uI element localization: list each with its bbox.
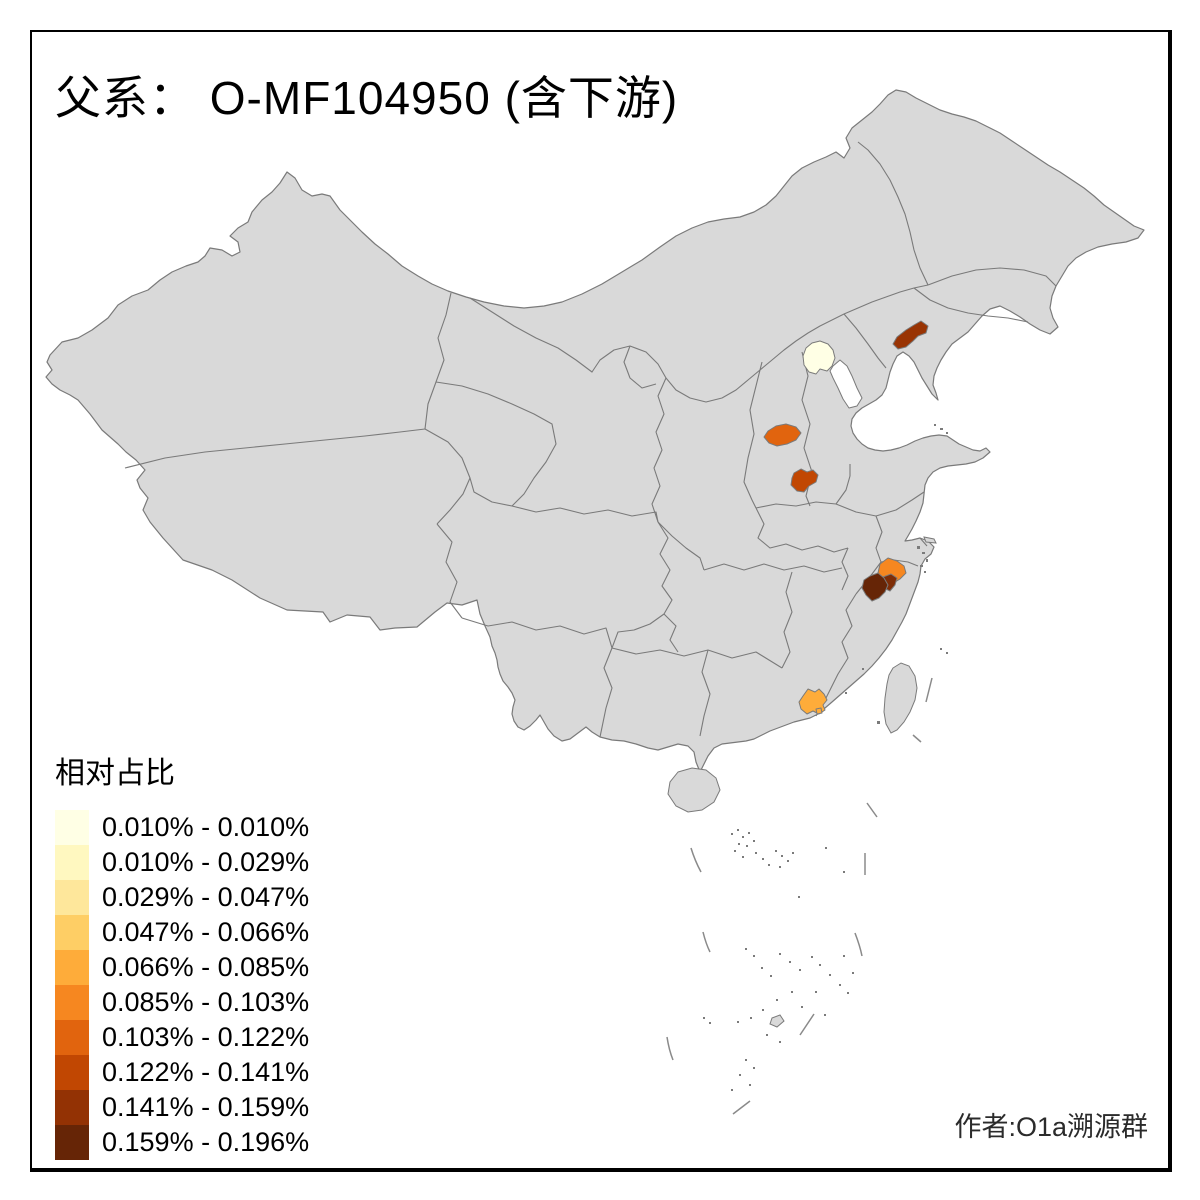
legend-swatch	[55, 1090, 89, 1125]
legend: 相对占比 0.010% - 0.010% 0.010% - 0.029% 0.0…	[55, 748, 309, 1160]
legend-row: 0.047% - 0.066%	[55, 915, 309, 950]
legend-row: 0.010% - 0.010%	[55, 810, 309, 845]
taiwan-island	[883, 662, 918, 734]
legend-row: 0.159% - 0.196%	[55, 1125, 309, 1160]
highlight-region-beijing	[802, 340, 836, 375]
legend-row: 0.066% - 0.085%	[55, 950, 309, 985]
island-dots	[703, 424, 948, 1091]
legend-swatch	[55, 950, 89, 985]
legend-swatch	[55, 985, 89, 1020]
attribution: 作者:O1a溯源群	[954, 1112, 1148, 1142]
legend-swatch	[55, 810, 89, 845]
legend-label: 0.047% - 0.066%	[102, 917, 310, 947]
legend-label: 0.103% - 0.122%	[102, 1022, 310, 1052]
chongming-islet	[923, 536, 937, 544]
highlight-region-central-zhejiang-west	[861, 572, 889, 602]
legend-row: 0.141% - 0.159%	[55, 1090, 309, 1125]
legend-swatch	[55, 880, 89, 915]
legend-label: 0.159% - 0.196%	[102, 1127, 310, 1157]
highlight-region-southeast-shanxi	[790, 468, 819, 493]
legend-label: 0.029% - 0.047%	[102, 882, 310, 912]
highlight-region-east-guangdong-islet	[815, 707, 823, 715]
legend-swatch	[55, 1125, 89, 1160]
legend-label: 0.066% - 0.085%	[102, 952, 310, 982]
legend-swatch	[55, 845, 89, 880]
legend-label: 0.085% - 0.103%	[102, 987, 310, 1017]
legend-row: 0.122% - 0.141%	[55, 1055, 309, 1090]
legend-label: 0.141% - 0.159%	[102, 1092, 310, 1122]
highlight-region-central-shanxi	[763, 423, 802, 447]
province-borders	[124, 141, 1057, 738]
page-title: 父系： O-MF104950 (含下游)	[55, 72, 679, 124]
legend-row: 0.103% - 0.122%	[55, 1020, 309, 1055]
legend-label: 0.122% - 0.141%	[102, 1057, 310, 1087]
hainan-island	[667, 767, 721, 813]
legend-row: 0.010% - 0.029%	[55, 845, 309, 880]
highlight-region-west-liaoning	[892, 320, 929, 350]
legend-swatch	[55, 1020, 89, 1055]
islands	[667, 536, 937, 1028]
china-mainland	[45, 89, 1145, 773]
legend-title: 相对占比	[55, 757, 175, 790]
legend-row: 0.029% - 0.047%	[55, 880, 309, 915]
spratly-main-islet	[769, 1014, 785, 1028]
legend-swatch	[55, 1055, 89, 1090]
na-region-tianjin	[829, 359, 863, 409]
legend-swatch	[55, 915, 89, 950]
legend-label: 0.010% - 0.010%	[102, 812, 310, 842]
highlight-regions	[763, 320, 929, 715]
legend-row: 0.085% - 0.103%	[55, 985, 309, 1020]
legend-label: 0.010% - 0.029%	[102, 847, 310, 877]
nine-dash-line	[666, 677, 933, 1115]
